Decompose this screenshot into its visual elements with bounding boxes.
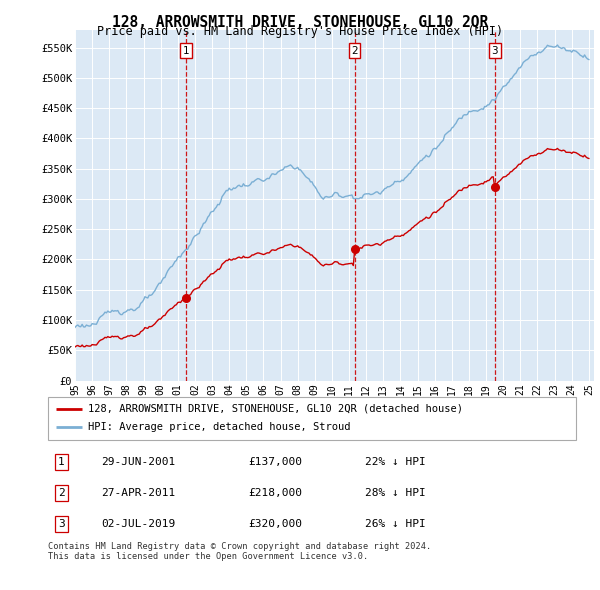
Text: 128, ARROWSMITH DRIVE, STONEHOUSE, GL10 2QR (detached house): 128, ARROWSMITH DRIVE, STONEHOUSE, GL10 … xyxy=(88,404,463,414)
Text: Price paid vs. HM Land Registry's House Price Index (HPI): Price paid vs. HM Land Registry's House … xyxy=(97,25,503,38)
Text: 2: 2 xyxy=(351,45,358,55)
Text: 1: 1 xyxy=(58,457,65,467)
Text: 29-JUN-2001: 29-JUN-2001 xyxy=(101,457,175,467)
Text: 128, ARROWSMITH DRIVE, STONEHOUSE, GL10 2QR: 128, ARROWSMITH DRIVE, STONEHOUSE, GL10 … xyxy=(112,15,488,30)
Text: 02-JUL-2019: 02-JUL-2019 xyxy=(101,519,175,529)
Text: 28% ↓ HPI: 28% ↓ HPI xyxy=(365,488,425,498)
Text: 1: 1 xyxy=(183,45,190,55)
Text: 3: 3 xyxy=(491,45,498,55)
Text: 3: 3 xyxy=(58,519,65,529)
Text: 27-APR-2011: 27-APR-2011 xyxy=(101,488,175,498)
Text: 2: 2 xyxy=(58,488,65,498)
Text: £320,000: £320,000 xyxy=(248,519,302,529)
Text: £137,000: £137,000 xyxy=(248,457,302,467)
Text: HPI: Average price, detached house, Stroud: HPI: Average price, detached house, Stro… xyxy=(88,422,350,432)
Text: 26% ↓ HPI: 26% ↓ HPI xyxy=(365,519,425,529)
Text: £218,000: £218,000 xyxy=(248,488,302,498)
Text: Contains HM Land Registry data © Crown copyright and database right 2024.
This d: Contains HM Land Registry data © Crown c… xyxy=(48,542,431,561)
Text: 22% ↓ HPI: 22% ↓ HPI xyxy=(365,457,425,467)
